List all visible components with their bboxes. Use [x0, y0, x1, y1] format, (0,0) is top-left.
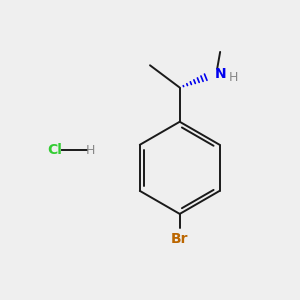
Text: Br: Br — [171, 232, 188, 246]
Text: H: H — [229, 71, 238, 84]
Text: Cl: Cl — [47, 143, 62, 157]
Text: H: H — [86, 143, 95, 157]
Text: N: N — [215, 67, 226, 81]
